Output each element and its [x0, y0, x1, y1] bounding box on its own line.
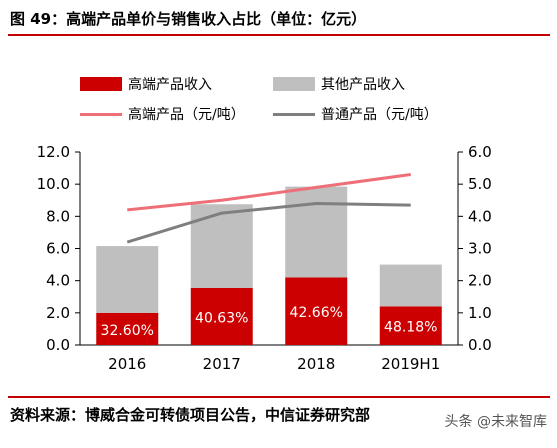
watermark: 头条 @未来智库 — [444, 414, 547, 430]
left-axis-tick-label: 6.0 — [46, 240, 70, 258]
bar-high-end-revenue — [96, 312, 159, 345]
x-axis-tick-label: 2017 — [203, 355, 241, 373]
bar-high-end-revenue — [190, 287, 253, 345]
bar-data-label: 48.18% — [384, 320, 437, 336]
bar-high-end-revenue — [285, 277, 348, 345]
legend-label-normal-price: 普通产品（元/吨） — [321, 107, 438, 123]
bar-data-label: 32.60% — [101, 323, 154, 339]
left-axis-tick-label: 12.0 — [37, 143, 70, 161]
bar-data-label: 42.66% — [290, 305, 343, 321]
x-axis-tick-label: 2019H1 — [381, 355, 440, 373]
line-high-end-price — [127, 173, 411, 212]
legend-label-high-end-revenue: 高端产品收入 — [128, 77, 212, 93]
left-axis-tick-label: 8.0 — [46, 207, 70, 225]
bar-data-label: 40.63% — [195, 310, 248, 326]
right-axis-tick-label: 3.0 — [468, 240, 492, 258]
bar-other-revenue — [190, 204, 253, 288]
source-divider — [8, 396, 550, 398]
left-axis-tick-label: 10.0 — [37, 175, 70, 193]
legend-swatch-other-revenue — [273, 77, 315, 91]
right-axis-tick-label: 4.0 — [468, 207, 492, 225]
legend-item-normal-price: 普通产品（元/吨） — [273, 104, 438, 124]
right-axis-tick-label: 1.0 — [468, 304, 492, 322]
legend-item-high-end-price: 高端产品（元/吨） — [80, 104, 245, 124]
right-axis-tick-label: 6.0 — [468, 143, 492, 161]
legend-label-other-revenue: 其他产品收入 — [321, 77, 405, 93]
legend-swatch-high-end-revenue — [80, 77, 122, 91]
legend-item-other-revenue: 其他产品收入 — [273, 74, 405, 94]
legend-item-high-end-revenue: 高端产品收入 — [80, 74, 212, 94]
bar-other-revenue — [379, 264, 442, 307]
right-axis-tick-label: 2.0 — [468, 272, 492, 290]
legend-swatch-normal-price — [273, 112, 315, 116]
x-axis-tick-label: 2016 — [108, 355, 146, 373]
right-axis-tick-label: 0.0 — [468, 336, 492, 354]
left-axis-tick-label: 4.0 — [46, 272, 70, 290]
legend-label-high-end-price: 高端产品（元/吨） — [128, 107, 245, 123]
left-axis-tick-label: 2.0 — [46, 304, 70, 322]
right-axis-tick-label: 5.0 — [468, 175, 492, 193]
legend-swatch-high-end-price — [80, 112, 122, 116]
chart-title: 图 49：高端产品单价与销售收入占比（单位：亿元） — [10, 10, 367, 28]
line-normal-price — [126, 201, 411, 244]
bar-high-end-revenue — [379, 306, 442, 345]
source-note: 资料来源：博威合金可转债项目公告，中信证券研究部 — [10, 406, 371, 424]
title-divider — [8, 34, 550, 36]
bar-other-revenue — [96, 246, 159, 313]
x-axis-tick-label: 2018 — [297, 355, 335, 373]
left-axis-tick-label: 0.0 — [46, 336, 70, 354]
bar-other-revenue — [285, 186, 348, 278]
